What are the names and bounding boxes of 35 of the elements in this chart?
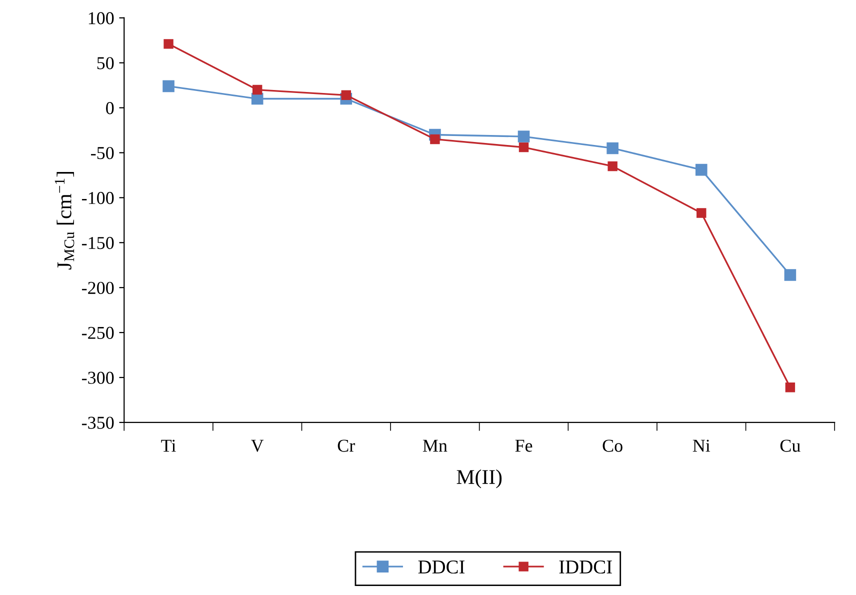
point [518,142,529,152]
y-tick-label: -200 [82,282,114,294]
point [341,90,352,100]
point [162,80,174,92]
x-tick-label: Fe [515,440,532,452]
point [606,142,618,154]
point [430,134,440,144]
point [252,84,262,95]
y-tick-label: -300 [82,372,114,384]
point [785,382,796,392]
y-tick-label: 50 [97,57,114,70]
x-tick-label: Cr [338,440,356,452]
point [696,208,706,218]
point [608,161,618,172]
point [695,164,708,176]
x-tick-label: Mn [422,440,448,452]
legend-label: DDCI [418,560,465,574]
y-tick-label: 0 [106,102,114,114]
point [518,130,530,142]
y-axis-title: J$_{MCu}$ [cm$^{−1}$] [54,172,74,270]
y-tick-label: -350 [82,416,114,429]
legend-label: IDDCI [559,560,612,574]
x-tick-label: Ti [161,440,176,452]
y-tick-label: 100 [88,12,114,24]
point [784,269,796,281]
x-axis-title: M(II) [456,469,502,488]
point [164,39,174,49]
x-tick-label: V [251,440,264,452]
x-tick-label: Co [602,440,622,452]
y-tick-label: -250 [82,326,114,339]
y-tick-label: -150 [82,236,114,250]
y-tick-label: -50 [91,146,114,160]
x-tick-label: Cu [780,440,800,452]
y-tick-label: -100 [82,192,114,204]
x-tick-label: Ni [692,440,710,452]
